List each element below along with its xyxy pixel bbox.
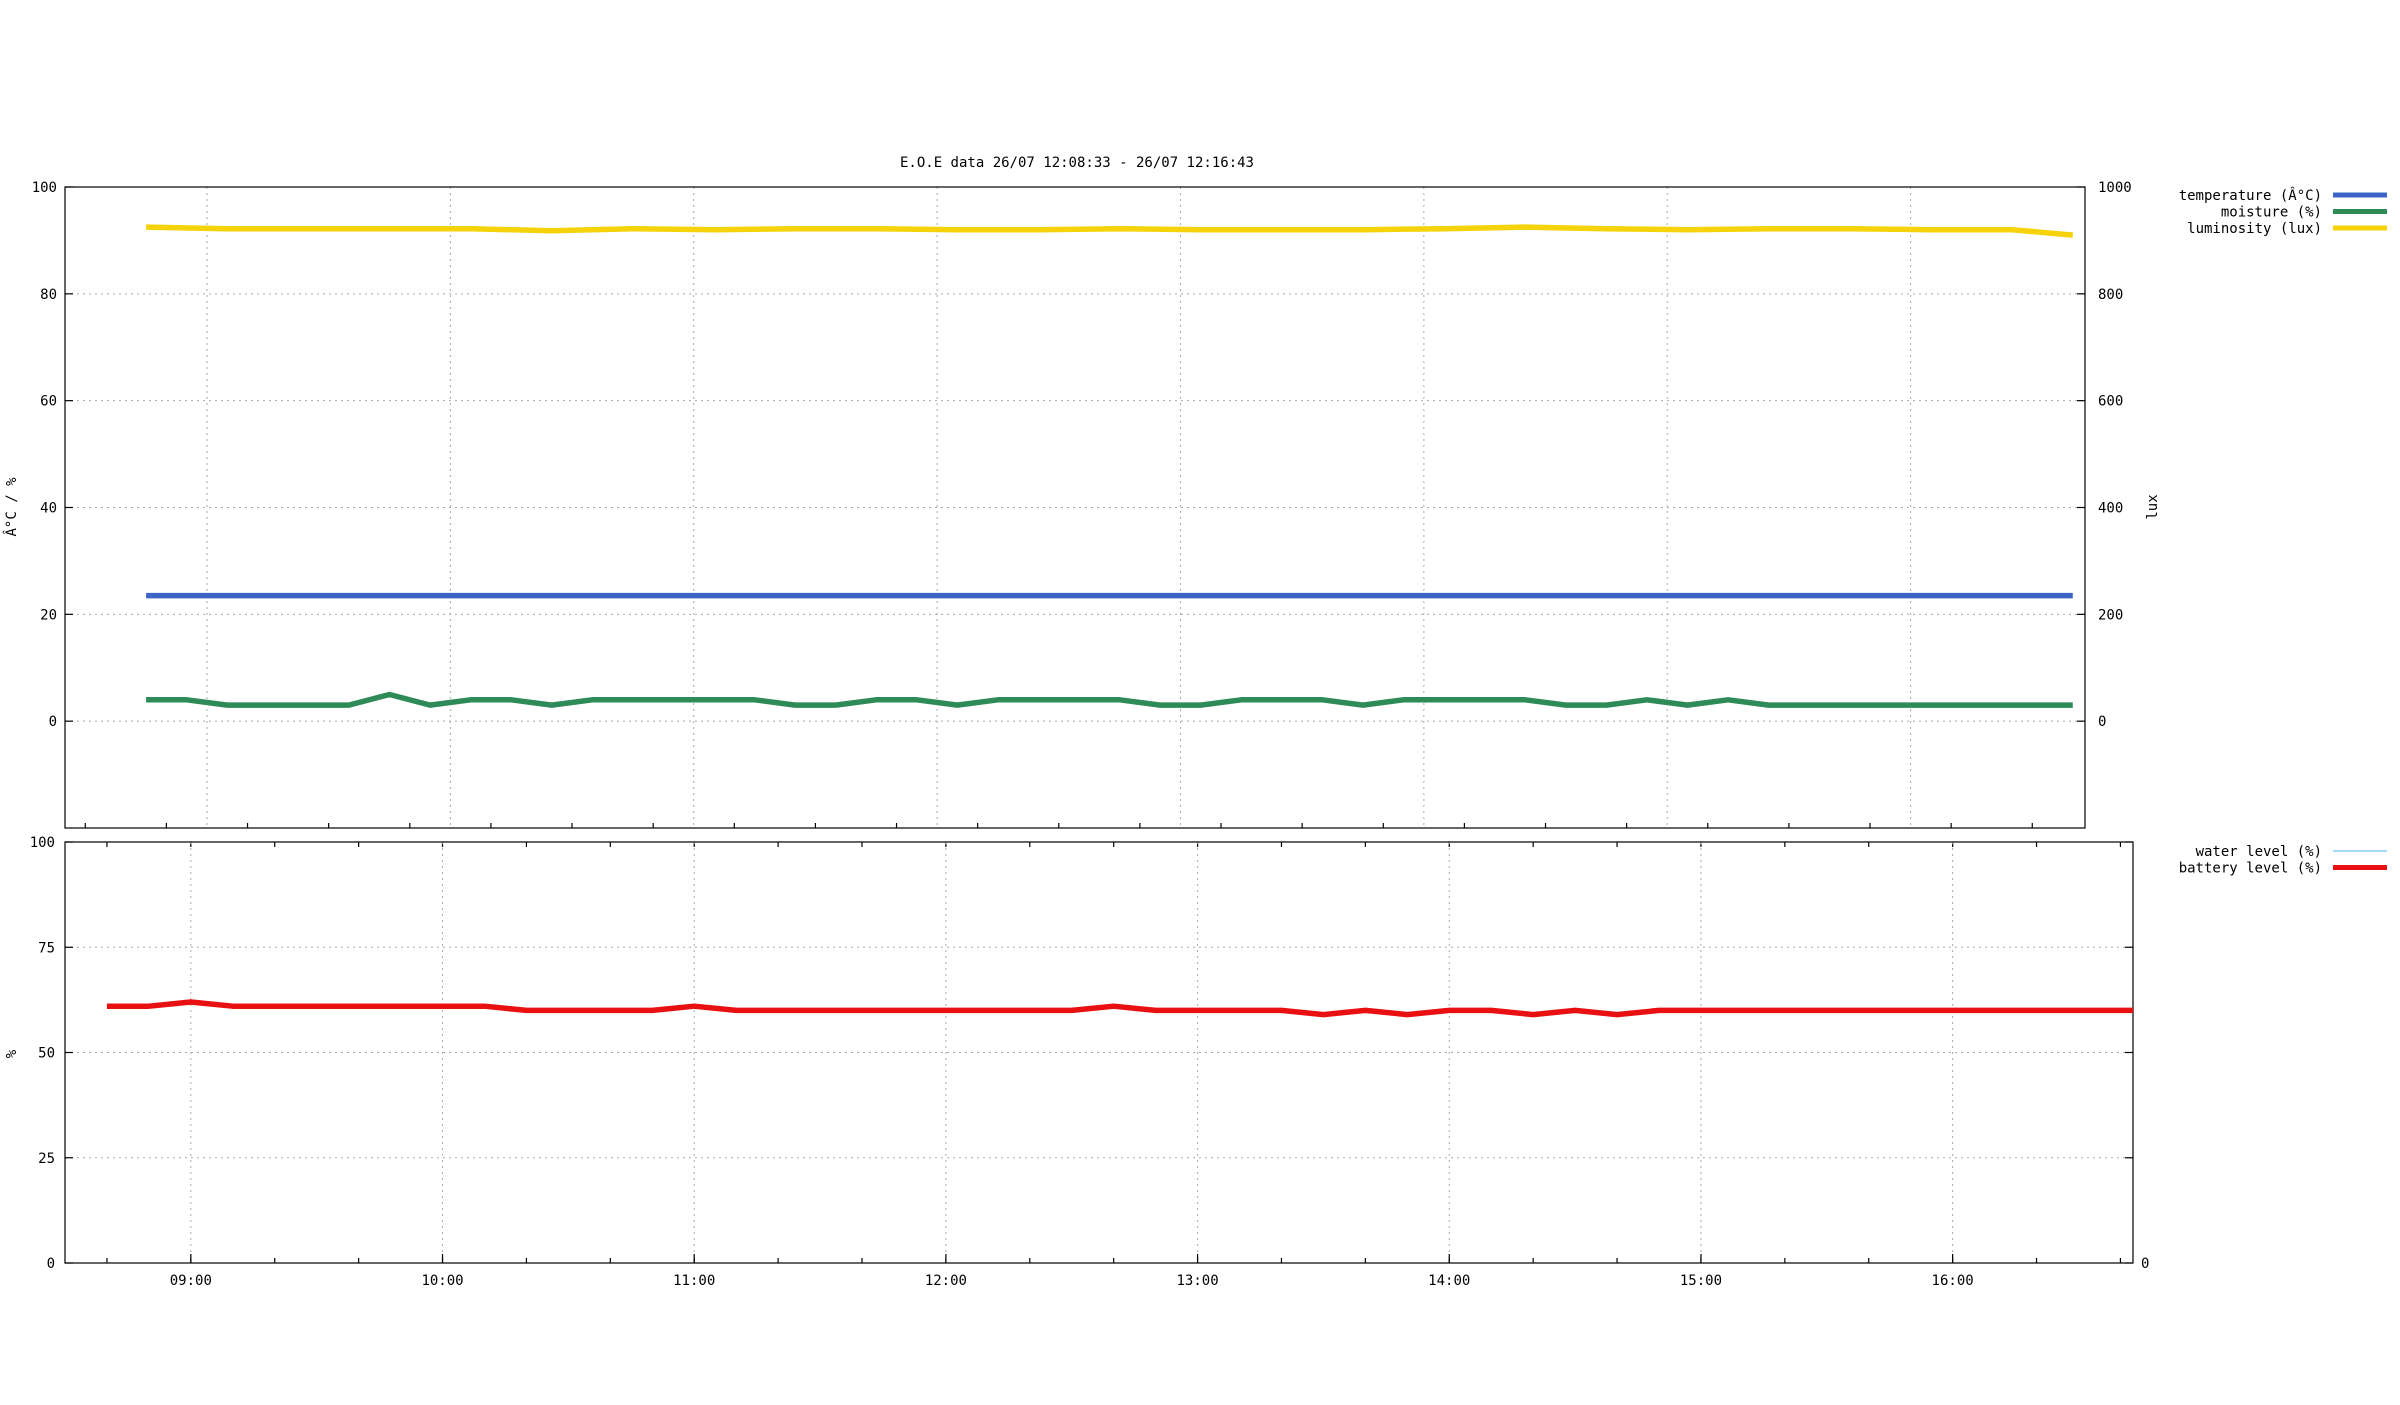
y-tick-label: 20 — [40, 607, 57, 623]
y-tick-label: 60 — [40, 394, 57, 410]
y2-tick-label: 0 — [2098, 714, 2106, 730]
x-tick-label: 10:00 — [421, 1273, 463, 1289]
y-axis-label-right: lux — [2145, 494, 2161, 519]
series-line-1 — [106, 999, 2133, 1018]
chart-title: E.O.E data 26/07 12:08:33 - 26/07 12:16:… — [900, 155, 1254, 171]
y2-tick-label: 800 — [2098, 287, 2123, 303]
x-tick-label: 12:00 — [925, 1273, 967, 1289]
legend-label: water level (%) — [2196, 844, 2322, 860]
y-tick-label: 0 — [49, 714, 57, 730]
y2-tick-label: 600 — [2098, 394, 2123, 410]
x-tick-label: 16:00 — [1932, 1273, 1974, 1289]
plot-frame — [64, 841, 2134, 1264]
y-axis-label-left: Â°C / % — [2, 477, 20, 537]
y-tick-label: 40 — [40, 501, 57, 517]
y2-tick-label: 400 — [2098, 501, 2123, 517]
legend-label: temperature (Â°C) — [2179, 186, 2322, 204]
legend-label: battery level (%) — [2179, 861, 2322, 877]
y-tick-label: 0 — [47, 1256, 55, 1272]
series-line-2 — [146, 224, 2074, 238]
x-tick-label: 09:00 — [170, 1273, 212, 1289]
y-tick-label: 25 — [38, 1151, 55, 1167]
legend-label: luminosity (lux) — [2187, 221, 2322, 237]
x-tick-label: 15:00 — [1680, 1273, 1722, 1289]
y-tick-label: 100 — [32, 180, 57, 196]
x-tick-label: 13:00 — [1176, 1273, 1218, 1289]
y-axis-label-bottom-chart: % — [4, 1049, 20, 1058]
y-tick-label: 50 — [38, 1046, 55, 1062]
legend-label: moisture (%) — [2221, 205, 2322, 221]
y-tick-label: 80 — [40, 287, 57, 303]
x-tick-label: 14:00 — [1428, 1273, 1470, 1289]
plot-frame — [64, 186, 2086, 829]
x-tick-label: 11:00 — [673, 1273, 715, 1289]
y2-tick-label: 0 — [2141, 1256, 2149, 1272]
y-tick-label: 100 — [30, 835, 55, 851]
y-tick-label: 75 — [38, 940, 55, 956]
y2-tick-label: 1000 — [2098, 180, 2132, 196]
y2-tick-label: 200 — [2098, 607, 2123, 623]
bottom-plot-area: 09:00 10:00 11:00 12:00 13:00 14:00 15:00 16:00… — [30, 835, 2387, 1289]
series-line-1 — [146, 691, 2073, 708]
